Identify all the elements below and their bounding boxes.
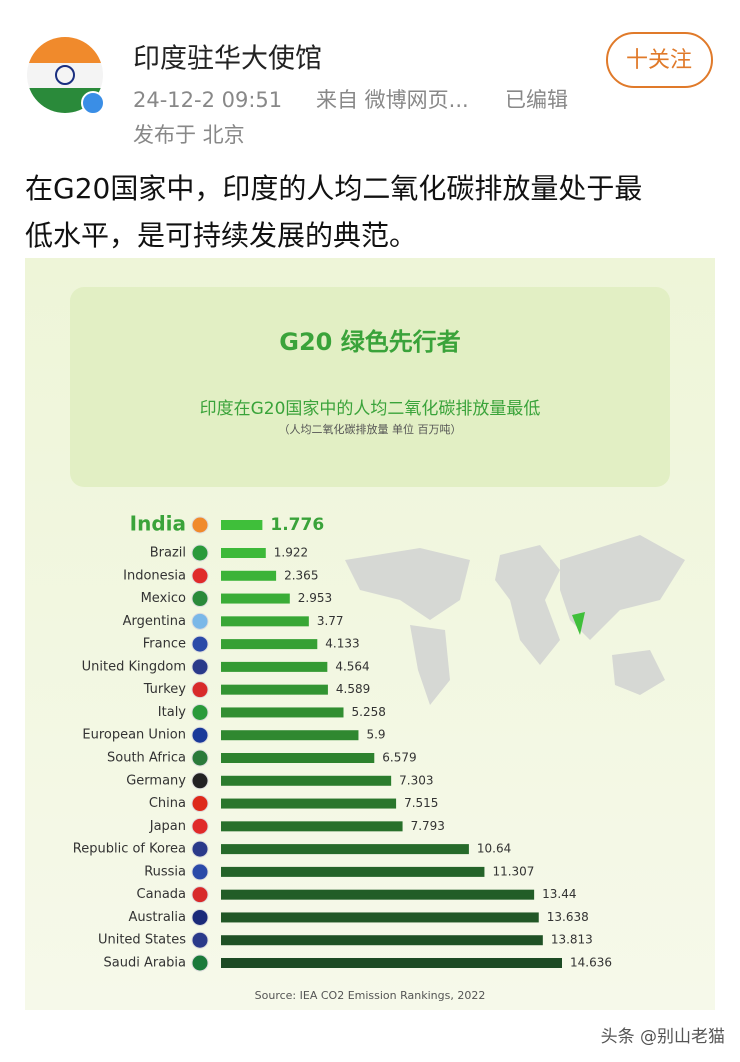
- bar: [221, 730, 359, 741]
- post-time: 24-12-2 09:51: [133, 88, 282, 112]
- category-label: Australia: [128, 910, 186, 925]
- value-label: 13.44: [542, 887, 576, 901]
- value-label: 7.793: [411, 819, 445, 833]
- title-panel: [70, 287, 670, 487]
- category-label: United States: [98, 933, 186, 948]
- category-label: Republic of Korea: [73, 842, 186, 857]
- category-label: India: [130, 512, 186, 536]
- value-label: 2.953: [298, 591, 332, 605]
- follow-label[interactable]: 十关注: [626, 48, 692, 73]
- flag-icon: [191, 516, 209, 534]
- flag-icon: [191, 544, 209, 562]
- bar: [221, 520, 263, 530]
- value-label: 2.365: [284, 568, 318, 582]
- category-label: Saudi Arabia: [104, 956, 187, 971]
- value-label: 6.579: [382, 751, 416, 765]
- value-label: 4.133: [325, 637, 359, 651]
- flag-icon: [191, 749, 209, 767]
- value-label: 5.258: [352, 705, 386, 719]
- bar: [221, 912, 539, 923]
- flag-icon: [191, 681, 209, 699]
- category-label: Indonesia: [123, 568, 186, 583]
- bar: [221, 707, 344, 718]
- bar: [221, 775, 392, 786]
- value-label: 5.9: [366, 728, 385, 742]
- value-label: 3.77: [317, 614, 344, 628]
- category-label: South Africa: [107, 751, 186, 766]
- category-label: China: [149, 796, 186, 811]
- category-label: European Union: [82, 728, 186, 743]
- chart-source: Source: IEA CO2 Emission Rankings, 2022: [255, 989, 486, 1002]
- chart-title: G20 绿色先行者: [279, 328, 460, 356]
- india-highlight: [572, 612, 585, 635]
- category-label: Turkey: [143, 682, 187, 697]
- world-map: [345, 535, 685, 705]
- bar: [221, 821, 403, 832]
- edited-flag: 已编辑: [505, 88, 568, 112]
- bar: [221, 753, 375, 763]
- category-label: Argentina: [123, 614, 186, 629]
- bar: [221, 570, 277, 581]
- flag-icon: [191, 612, 209, 630]
- bar: [221, 548, 266, 558]
- account-name[interactable]: 印度驻华大使馆: [133, 44, 322, 75]
- flag-icon: [191, 635, 209, 653]
- value-label: 4.589: [336, 682, 370, 696]
- bar: [221, 889, 535, 900]
- flag-icon: [191, 840, 209, 858]
- category-label: Italy: [158, 705, 187, 720]
- value-label: 7.515: [404, 796, 438, 810]
- value-label: 10.64: [477, 842, 511, 856]
- bar: [221, 639, 318, 650]
- bar: [221, 798, 397, 809]
- flag-icon: [191, 886, 209, 904]
- bar: [221, 684, 328, 695]
- flag-icon: [191, 726, 209, 744]
- bar: [221, 844, 469, 855]
- bar: [221, 866, 485, 877]
- value-label: 13.638: [547, 910, 589, 924]
- bar: [221, 935, 543, 946]
- chart-subtitle: 印度在G20国家中的人均二氧化碳排放量最低: [200, 399, 541, 419]
- flag-icon: [191, 772, 209, 790]
- bar: [221, 616, 309, 627]
- flag-icon: [191, 908, 209, 926]
- bar: [221, 661, 328, 672]
- category-label: France: [143, 637, 186, 652]
- flag-icon: [191, 817, 209, 835]
- follow-button[interactable]: [606, 32, 713, 88]
- bar: [221, 593, 290, 604]
- watermark: 头条 @别山老猫: [601, 1027, 725, 1047]
- chart-note: （人均二氧化碳排放量 单位 百万吨）: [279, 422, 462, 436]
- category-label: Germany: [126, 773, 186, 788]
- flag-icon: [191, 703, 209, 721]
- post-source: 来自 微博网页...: [316, 88, 469, 112]
- value-label: 11.307: [492, 864, 534, 878]
- bar: [221, 958, 562, 968]
- category-label: Russia: [144, 864, 186, 879]
- flag-icon: [191, 863, 209, 881]
- post-text: 在G20国家中，印度的人均二氧化碳排放量处于最: [25, 172, 642, 205]
- value-label: 7.303: [399, 773, 433, 787]
- category-label: Mexico: [141, 591, 186, 606]
- flag-icon: [191, 567, 209, 585]
- value-label: 1.922: [274, 546, 308, 560]
- value-label: 13.813: [551, 933, 593, 947]
- value-label: 4.564: [335, 659, 369, 673]
- category-label: United Kingdom: [82, 659, 186, 674]
- value-label: 14.636: [570, 956, 612, 970]
- flag-icon: [191, 590, 209, 608]
- value-label: 1.776: [270, 515, 324, 535]
- verified-badge: [81, 91, 105, 115]
- category-label: Canada: [137, 887, 186, 902]
- flag-icon: [191, 658, 209, 676]
- flag-icon: [191, 954, 209, 972]
- category-label: Japan: [149, 819, 186, 834]
- flag-icon: [191, 931, 209, 949]
- category-label: Brazil: [150, 546, 186, 561]
- flag-icon: [191, 795, 209, 813]
- post-text: 低水平，是可持续发展的典范。: [25, 219, 417, 252]
- post-location: 发布于 北京: [133, 123, 245, 147]
